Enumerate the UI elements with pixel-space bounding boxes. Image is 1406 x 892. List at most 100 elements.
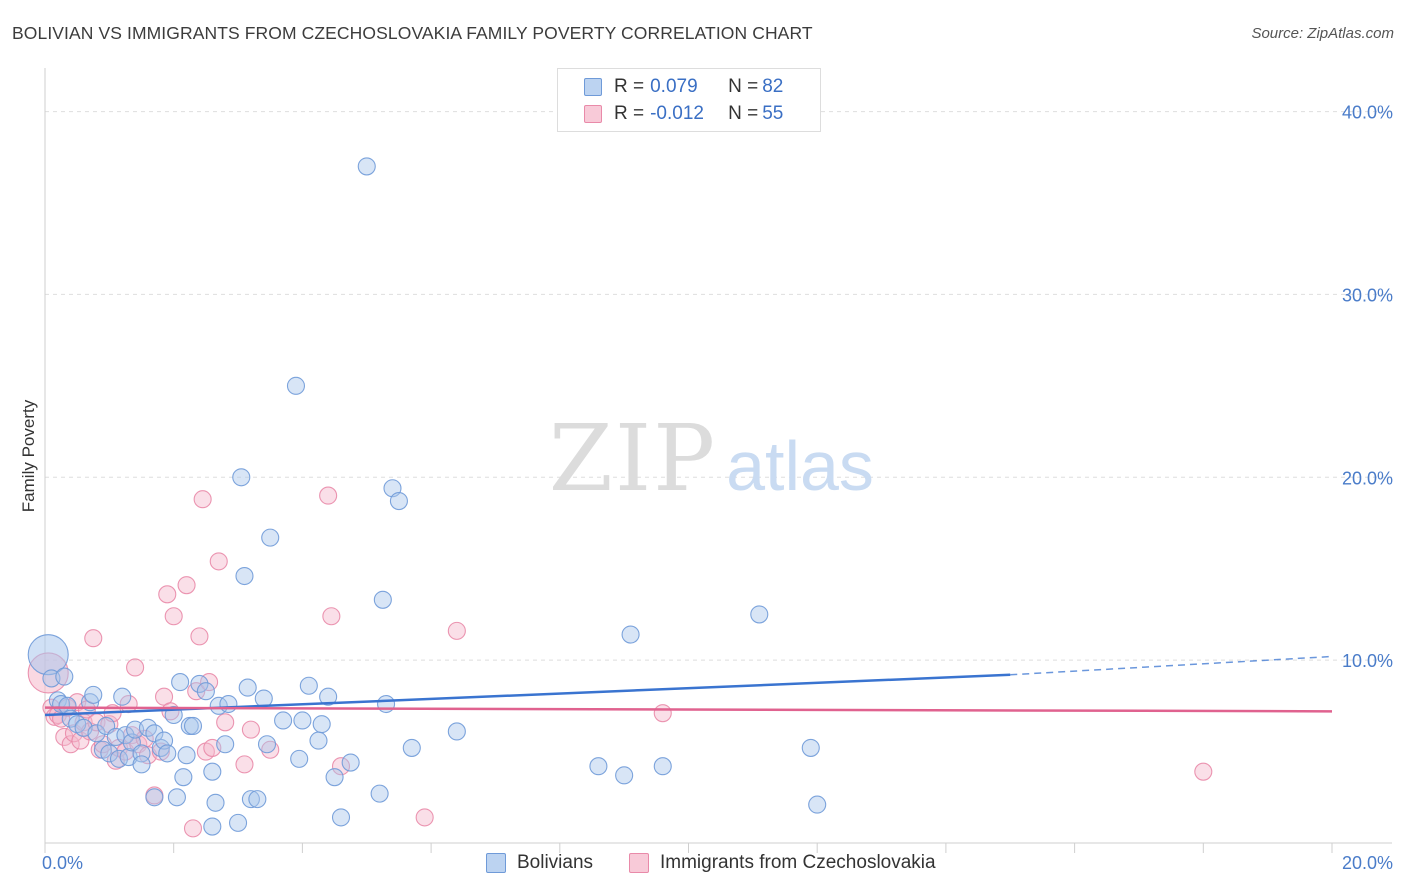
trend-lines <box>44 655 1333 717</box>
data-point <box>100 744 119 763</box>
data-point <box>174 768 193 787</box>
data-point <box>377 694 396 714</box>
legend-swatch-pink <box>584 105 602 123</box>
series-legend: Bolivians Immigrants from Czechoslovakia <box>0 852 1406 878</box>
data-point <box>55 667 74 686</box>
data-point <box>370 784 389 803</box>
data-point <box>219 694 238 714</box>
data-point <box>241 720 260 739</box>
x-tick-labels: 0.0% 20.0% <box>42 853 1393 873</box>
data-point <box>257 735 277 754</box>
data-point <box>808 795 827 814</box>
data-point <box>145 788 164 807</box>
data-point <box>177 576 196 595</box>
data-point <box>402 738 421 757</box>
data-point <box>373 590 392 609</box>
data-point <box>801 738 820 757</box>
data-point <box>132 744 151 763</box>
data-point <box>68 693 87 712</box>
data-point <box>274 711 293 730</box>
legend-swatch-blue <box>486 853 506 873</box>
data-point <box>164 607 183 626</box>
data-point <box>113 687 132 706</box>
data-point <box>232 468 251 487</box>
data-point <box>167 788 186 807</box>
series-bolivians <box>27 157 827 836</box>
data-point <box>190 674 209 693</box>
legend-n-value: 55 <box>762 103 784 124</box>
chart-title: BOLIVIAN VS IMMIGRANTS FROM CZECHOSLOVAK… <box>12 23 813 43</box>
legend-n-label: N = <box>728 103 759 124</box>
data-point <box>84 629 103 648</box>
data-point <box>158 744 177 763</box>
x-tick-label: 20.0% <box>1342 853 1393 873</box>
legend-item-czechoslovakia[interactable]: Immigrants from Czechoslovakia <box>629 852 936 874</box>
legend-label: Immigrants from Czechoslovakia <box>660 852 936 873</box>
legend-n-value: 82 <box>762 76 784 97</box>
data-point <box>750 605 769 624</box>
legend-r-value: -0.012 <box>650 103 704 124</box>
data-point <box>241 790 260 809</box>
legend-swatch-pink <box>629 853 649 873</box>
data-point <box>286 376 306 395</box>
trend-line-bolivians-extension <box>1010 655 1333 676</box>
data-point <box>235 755 254 774</box>
data-point <box>389 492 408 511</box>
data-point <box>216 713 235 732</box>
data-point <box>84 685 103 704</box>
data-point <box>309 731 328 750</box>
data-point <box>193 490 212 509</box>
data-point <box>132 755 151 774</box>
data-point <box>1194 762 1213 781</box>
data-point <box>209 552 228 571</box>
series-immigrants-czechoslovakia <box>27 486 1213 838</box>
data-point <box>229 813 248 832</box>
data-point <box>183 819 203 838</box>
y-tick-label: 20.0% <box>1342 468 1393 488</box>
data-point <box>341 753 360 772</box>
data-point <box>196 682 215 701</box>
data-point <box>357 157 376 176</box>
data-point <box>415 808 434 827</box>
data-point <box>158 585 177 604</box>
data-point <box>290 749 309 768</box>
data-point <box>299 676 318 695</box>
data-point <box>621 625 640 644</box>
data-point <box>653 757 672 776</box>
legend-n-label: N = <box>728 76 759 97</box>
watermark-atlas: atlas <box>726 427 874 505</box>
data-point <box>171 673 190 692</box>
data-point <box>322 607 341 626</box>
data-point <box>116 726 135 745</box>
data-point <box>126 658 145 677</box>
data-point <box>589 757 608 776</box>
data-point <box>206 793 225 812</box>
data-point <box>261 528 280 547</box>
trend-line-czechoslovakia <box>44 706 1333 713</box>
data-point <box>319 486 338 505</box>
data-point <box>312 715 331 734</box>
data-point <box>261 740 280 759</box>
x-tick-label: 0.0% <box>42 853 83 873</box>
y-tick-label: 40.0% <box>1342 103 1393 123</box>
legend-row-czechoslovakia: R = -0.012 N = 55 <box>584 102 783 126</box>
watermark-zip: ZIP <box>549 405 717 512</box>
legend-r-value: 0.079 <box>650 76 698 97</box>
legend-r-label: R = <box>614 103 645 124</box>
data-point <box>615 766 634 785</box>
watermark: ZIP atlas <box>549 405 874 512</box>
data-point <box>331 757 351 776</box>
legend-r-label: R = <box>614 76 645 97</box>
data-point <box>203 762 222 781</box>
data-point <box>235 566 254 586</box>
y-axis-label: Family Poverty <box>19 399 38 512</box>
data-point <box>190 627 209 646</box>
data-point <box>87 724 106 743</box>
source-label: Source: ZipAtlas.com <box>1251 25 1394 42</box>
gridlines <box>45 111 1392 661</box>
y-tick-label: 10.0% <box>1342 651 1393 671</box>
data-point <box>319 687 338 706</box>
legend-item-bolivians[interactable]: Bolivians <box>486 852 593 874</box>
legend-label: Bolivians <box>517 852 594 873</box>
